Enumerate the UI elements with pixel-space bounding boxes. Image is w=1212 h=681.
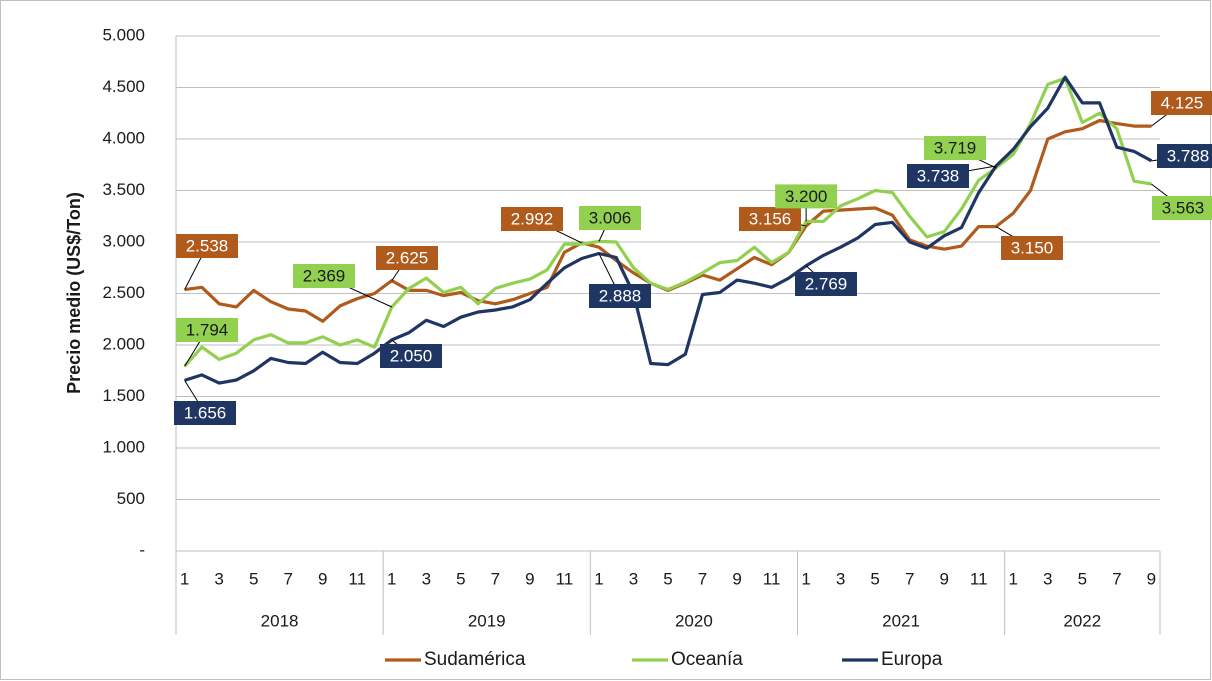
data-label: 2.992 bbox=[511, 209, 554, 228]
label-box bbox=[1001, 236, 1063, 260]
y-tick-label: 2.500 bbox=[102, 283, 145, 302]
x-tick-label: 3 bbox=[422, 569, 431, 588]
y-tick-label: 5.000 bbox=[102, 25, 145, 44]
label-box bbox=[795, 272, 857, 296]
y-tick-label: 3.000 bbox=[102, 231, 145, 250]
label-box bbox=[376, 246, 438, 270]
x-tick-label: 11 bbox=[970, 569, 988, 588]
x-tick-label: 3 bbox=[1043, 569, 1052, 588]
label-box bbox=[775, 184, 838, 209]
x-tick-label: 5 bbox=[249, 569, 258, 588]
x-group-label: 2020 bbox=[675, 611, 713, 630]
data-label: 2.888 bbox=[599, 286, 642, 305]
x-tick-label: 9 bbox=[1147, 569, 1156, 588]
legend-label: Sudamérica bbox=[424, 649, 526, 670]
legend-label: Europa bbox=[881, 649, 943, 670]
x-tick-label: 1 bbox=[180, 569, 189, 588]
x-tick-label: 9 bbox=[525, 569, 534, 588]
label-box bbox=[579, 206, 641, 230]
x-tick-label: 5 bbox=[870, 569, 879, 588]
label-box bbox=[501, 207, 563, 231]
y-tick-label: 3.500 bbox=[102, 180, 145, 199]
data-label: 2.369 bbox=[303, 266, 346, 285]
x-tick-label: 9 bbox=[732, 569, 741, 588]
data-label: 3.200 bbox=[785, 187, 828, 206]
x-tick-label: 1 bbox=[594, 569, 603, 588]
series-line bbox=[184, 75, 1153, 385]
label-box bbox=[176, 318, 238, 342]
data-label: 2.625 bbox=[386, 248, 429, 267]
x-tick-label: 3 bbox=[836, 569, 845, 588]
label-box bbox=[924, 136, 986, 160]
data-label: 1.794 bbox=[186, 320, 229, 339]
x-tick-label: 11 bbox=[763, 569, 781, 588]
data-label: 1.656 bbox=[184, 403, 227, 422]
data-label: 2.769 bbox=[805, 274, 848, 293]
y-tick-label: 2.000 bbox=[102, 334, 145, 353]
label-box bbox=[174, 401, 236, 425]
y-axis-title: Precio medio (US$/Ton) bbox=[64, 192, 84, 394]
x-tick-label: 7 bbox=[698, 569, 707, 588]
data-label: 3.563 bbox=[1162, 198, 1205, 217]
label-box bbox=[380, 344, 442, 368]
y-tick-label: 4.500 bbox=[102, 77, 145, 96]
label-box bbox=[907, 164, 969, 188]
x-group-label: 2018 bbox=[261, 611, 299, 630]
x-tick-label: 5 bbox=[456, 569, 465, 588]
x-tick-label: 5 bbox=[663, 569, 672, 588]
x-tick-label: 3 bbox=[214, 569, 223, 588]
data-label: 3.719 bbox=[934, 138, 977, 157]
y-tick-label: 4.000 bbox=[102, 128, 145, 147]
data-label: 4.125 bbox=[1161, 93, 1204, 112]
x-tick-label: 11 bbox=[556, 569, 574, 588]
y-tick-label: - bbox=[139, 540, 145, 559]
x-tick-label: 9 bbox=[318, 569, 327, 588]
x-tick-label: 1 bbox=[387, 569, 396, 588]
x-tick-label: 7 bbox=[283, 569, 292, 588]
x-group-label: 2019 bbox=[468, 611, 506, 630]
x-group-label: 2022 bbox=[1063, 611, 1101, 630]
label-box bbox=[1157, 144, 1212, 168]
y-tick-label: 1.500 bbox=[102, 386, 145, 405]
x-tick-label: 11 bbox=[348, 569, 366, 588]
y-tick-label: 1.000 bbox=[102, 437, 145, 456]
x-tick-label: 7 bbox=[1112, 569, 1121, 588]
x-group-label: 2021 bbox=[882, 611, 920, 630]
label-box bbox=[1151, 91, 1212, 115]
label-box bbox=[739, 207, 801, 231]
x-tick-label: 7 bbox=[491, 569, 500, 588]
x-tick-label: 1 bbox=[801, 569, 810, 588]
label-box bbox=[176, 234, 238, 258]
data-label: 2.050 bbox=[390, 346, 433, 365]
legend-label: Oceanía bbox=[671, 649, 743, 670]
x-tick-label: 5 bbox=[1078, 569, 1087, 588]
x-tick-label: 3 bbox=[629, 569, 638, 588]
data-label: 3.006 bbox=[589, 208, 632, 227]
data-label: 3.738 bbox=[917, 166, 960, 185]
data-label: 2.538 bbox=[186, 236, 229, 255]
x-tick-label: 7 bbox=[905, 569, 914, 588]
data-label: 3.156 bbox=[749, 209, 792, 228]
y-tick-label: 500 bbox=[117, 489, 145, 508]
data-label: 3.788 bbox=[1167, 146, 1210, 165]
label-box bbox=[589, 284, 651, 308]
x-tick-label: 1 bbox=[1009, 569, 1018, 588]
label-box bbox=[1152, 196, 1212, 220]
x-tick-label: 9 bbox=[939, 569, 948, 588]
data-label: 3.150 bbox=[1011, 238, 1054, 257]
label-box bbox=[293, 264, 355, 288]
